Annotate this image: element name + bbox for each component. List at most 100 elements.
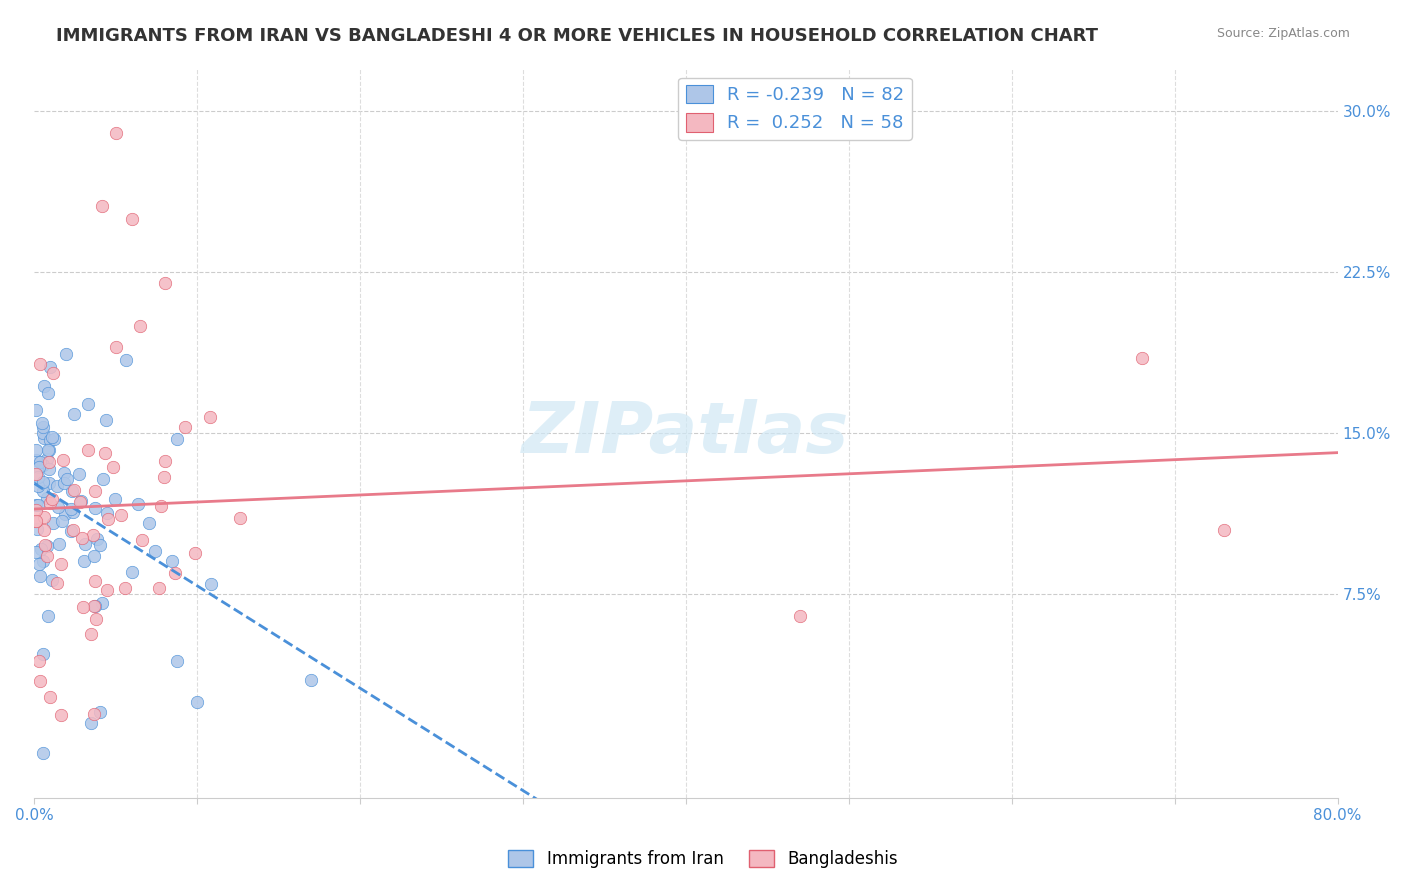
Point (32, 378, 55, 392)
Point (104, 126, 127, 140)
Point (789, 608, 811, 623)
Point (30, 455, 52, 469)
Point (76, 396, 98, 410)
Point (28, 568, 51, 582)
Point (25, 515, 48, 529)
Point (32, 475, 55, 489)
Point (63, 407, 86, 421)
Point (70, 493, 93, 508)
Point (32, 554, 55, 568)
Point (153, 470, 176, 484)
Point (114, 581, 136, 595)
Point (44, 433, 66, 447)
Point (86, 533, 108, 547)
Point (80, 715, 103, 730)
Point (49, 557, 72, 571)
Point (60, 502, 83, 516)
Point (38, 475, 60, 490)
Point (46, 478, 69, 492)
Point (59, 524, 82, 538)
Point (52, 466, 75, 480)
Point (89, 538, 111, 552)
Point (131, 533, 153, 547)
Point (73, 536, 96, 550)
Point (25, 503, 48, 517)
Point (38, 360, 60, 375)
Point (37, 443, 59, 458)
Point (38, 496, 60, 510)
Point (299, 673, 322, 687)
Point (83, 549, 105, 564)
Point (101, 459, 124, 474)
Point (42, 516, 65, 531)
Point (63, 483, 86, 497)
Point (38, 443, 60, 458)
Point (90, 199, 112, 213)
Point (83, 706, 105, 721)
Point (138, 516, 160, 531)
Point (30, 674, 52, 689)
Point (27, 498, 49, 512)
Point (41, 491, 63, 506)
Point (30, 541, 52, 556)
Point (37, 386, 59, 401)
Point (153, 276, 176, 290)
Point (83, 599, 105, 614)
Point (25, 514, 48, 528)
Point (25, 544, 48, 558)
Point (39, 690, 62, 704)
Point (31, 648, 53, 662)
Point (160, 554, 183, 568)
Point (127, 497, 149, 511)
Point (82, 528, 104, 542)
Point (110, 508, 132, 523)
Point (69, 495, 91, 509)
Point (51, 514, 73, 528)
Point (89, 705, 111, 719)
Legend: R = -0.239   N = 82, R =  0.252   N = 58: R = -0.239 N = 82, R = 0.252 N = 58 (679, 78, 911, 140)
Point (37, 609, 59, 624)
Point (49, 707, 72, 722)
Point (83, 483, 105, 498)
Point (48, 537, 70, 551)
Point (41, 573, 63, 587)
Point (91, 472, 114, 486)
Point (55, 347, 77, 361)
Point (37, 452, 59, 467)
Point (42, 367, 65, 381)
Point (46, 500, 69, 514)
Point (31, 483, 53, 498)
Point (86, 612, 108, 626)
Point (34, 538, 56, 552)
Point (41, 430, 63, 444)
Point (28, 654, 51, 668)
Point (25, 498, 48, 512)
Point (150, 499, 173, 513)
Point (25, 467, 48, 482)
Text: ZIPatlas: ZIPatlas (522, 399, 849, 467)
Point (53, 507, 76, 521)
Point (27, 470, 49, 484)
Point (67, 467, 90, 481)
Point (55, 472, 77, 486)
Point (80, 626, 103, 640)
Point (45, 575, 67, 590)
Point (84, 500, 107, 515)
Point (28, 557, 51, 571)
Point (145, 544, 167, 558)
Point (129, 318, 152, 333)
Point (62, 505, 84, 519)
Point (104, 341, 127, 355)
Point (73, 554, 96, 568)
Point (163, 566, 186, 581)
Point (96, 506, 118, 520)
Point (32, 420, 55, 434)
Point (25, 402, 48, 417)
Text: Source: ZipAtlas.com: Source: ZipAtlas.com (1216, 27, 1350, 40)
Point (31, 425, 53, 440)
Point (35, 491, 58, 505)
Point (62, 524, 84, 538)
Point (34, 510, 56, 524)
Point (229, 510, 252, 524)
Point (27, 460, 49, 475)
